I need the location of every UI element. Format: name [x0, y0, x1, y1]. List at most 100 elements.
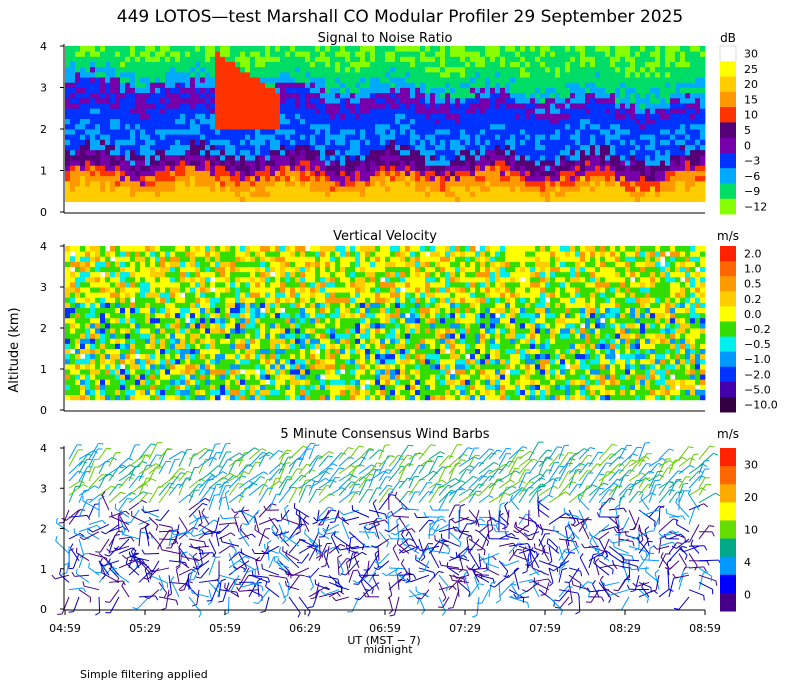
snr-cell [390, 129, 396, 135]
snr-cell [100, 129, 106, 135]
snr-cell [600, 129, 606, 135]
vertical-velocity-cell [220, 358, 226, 365]
snr-cell [175, 92, 181, 99]
snr-cell [155, 160, 161, 166]
snr-cell [90, 123, 96, 130]
snr-cell [245, 170, 251, 177]
snr-cell [70, 103, 76, 109]
snr-cell [610, 113, 616, 120]
snr-cell [560, 56, 566, 62]
vertical-velocity-cell [155, 292, 161, 298]
vertical-velocity-cell [170, 374, 176, 380]
snr-cell [455, 118, 461, 125]
snr-cell [135, 108, 141, 114]
snr-cell [340, 165, 346, 171]
snr-cell [465, 196, 471, 203]
snr-cell [185, 170, 191, 177]
snr-cell [630, 170, 636, 177]
snr-cell [210, 180, 216, 187]
snr-cell [465, 186, 471, 192]
snr-cell [550, 123, 556, 130]
snr-cell [470, 108, 476, 114]
snr-cell [510, 108, 516, 114]
vertical-velocity-cell [80, 328, 86, 334]
vertical-velocity-cell [210, 333, 216, 339]
snr-cell [665, 165, 671, 171]
snr-cell [235, 175, 241, 182]
snr-cell [525, 118, 531, 125]
snr-cell [560, 51, 566, 57]
snr-cell [95, 82, 101, 88]
vertical-velocity-cell [85, 266, 91, 273]
snr-cell [335, 139, 341, 145]
snr-cell [175, 61, 181, 68]
snr-cell [220, 82, 226, 88]
snr-cell [370, 71, 376, 78]
snr-cell [300, 196, 306, 203]
vertical-velocity-cell [240, 256, 246, 262]
snr-cell [450, 144, 456, 151]
snr-cell [625, 144, 631, 151]
snr-cell [295, 56, 301, 62]
snr-cell [645, 129, 651, 135]
snr-cell [575, 149, 581, 156]
snr-cell [210, 56, 216, 62]
snr-cell [470, 170, 476, 177]
snr-cell [545, 191, 551, 197]
snr-cell [545, 113, 551, 120]
vertical-velocity-cell [170, 317, 176, 324]
vertical-velocity-cell [130, 256, 136, 262]
vertical-velocity-cell [150, 394, 156, 401]
snr-cell [635, 87, 641, 94]
vertical-velocity-cell [155, 287, 161, 293]
snr-cell [340, 46, 346, 52]
vertical-velocity-cell [250, 394, 256, 401]
snr-cell [265, 139, 271, 145]
vertical-velocity-cell [225, 358, 231, 365]
vertical-velocity-cell [210, 266, 216, 273]
snr-cell [150, 154, 156, 161]
snr-cell [210, 144, 216, 151]
snr-cell [120, 77, 126, 83]
snr-cell [110, 139, 116, 145]
snr-cell [65, 103, 71, 109]
snr-cell [190, 160, 196, 166]
vertical-velocity-cell [140, 256, 146, 262]
snr-cell [290, 87, 296, 94]
vertical-velocity-cell [165, 276, 171, 283]
snr-cell [295, 87, 301, 94]
snr-cell [300, 139, 306, 145]
snr-cell [640, 134, 646, 140]
snr-cell [475, 71, 481, 78]
snr-cell [575, 92, 581, 99]
vertical-velocity-cell [170, 302, 176, 308]
snr-cell [365, 97, 371, 104]
snr-cell [410, 82, 416, 88]
snr-cell [220, 186, 226, 192]
snr-cell [250, 170, 256, 177]
snr-cell [135, 92, 141, 99]
snr-cell [545, 160, 551, 166]
vertical-velocity-cell [240, 287, 246, 293]
vertical-velocity-cell [205, 348, 211, 355]
snr-cell [655, 87, 661, 94]
snr-cell [140, 160, 146, 166]
snr-cell [390, 92, 396, 99]
snr-cell [370, 66, 376, 73]
vertical-velocity-cell [240, 302, 246, 308]
snr-cell [80, 113, 86, 120]
vertical-velocity-cell [195, 292, 201, 298]
snr-cell [150, 113, 156, 120]
snr-cell [530, 87, 536, 94]
snr-cell [625, 186, 631, 192]
vertical-velocity-cell [90, 348, 96, 355]
snr-cell [550, 56, 556, 62]
snr-cell [250, 144, 256, 151]
vertical-velocity-cell [85, 307, 91, 314]
snr-cell [500, 129, 506, 135]
vertical-velocity-cell [180, 271, 186, 278]
snr-cell [330, 71, 336, 78]
vertical-velocity-cell [95, 266, 101, 273]
vertical-velocity-cell [230, 369, 236, 375]
snr-cell [85, 56, 91, 62]
